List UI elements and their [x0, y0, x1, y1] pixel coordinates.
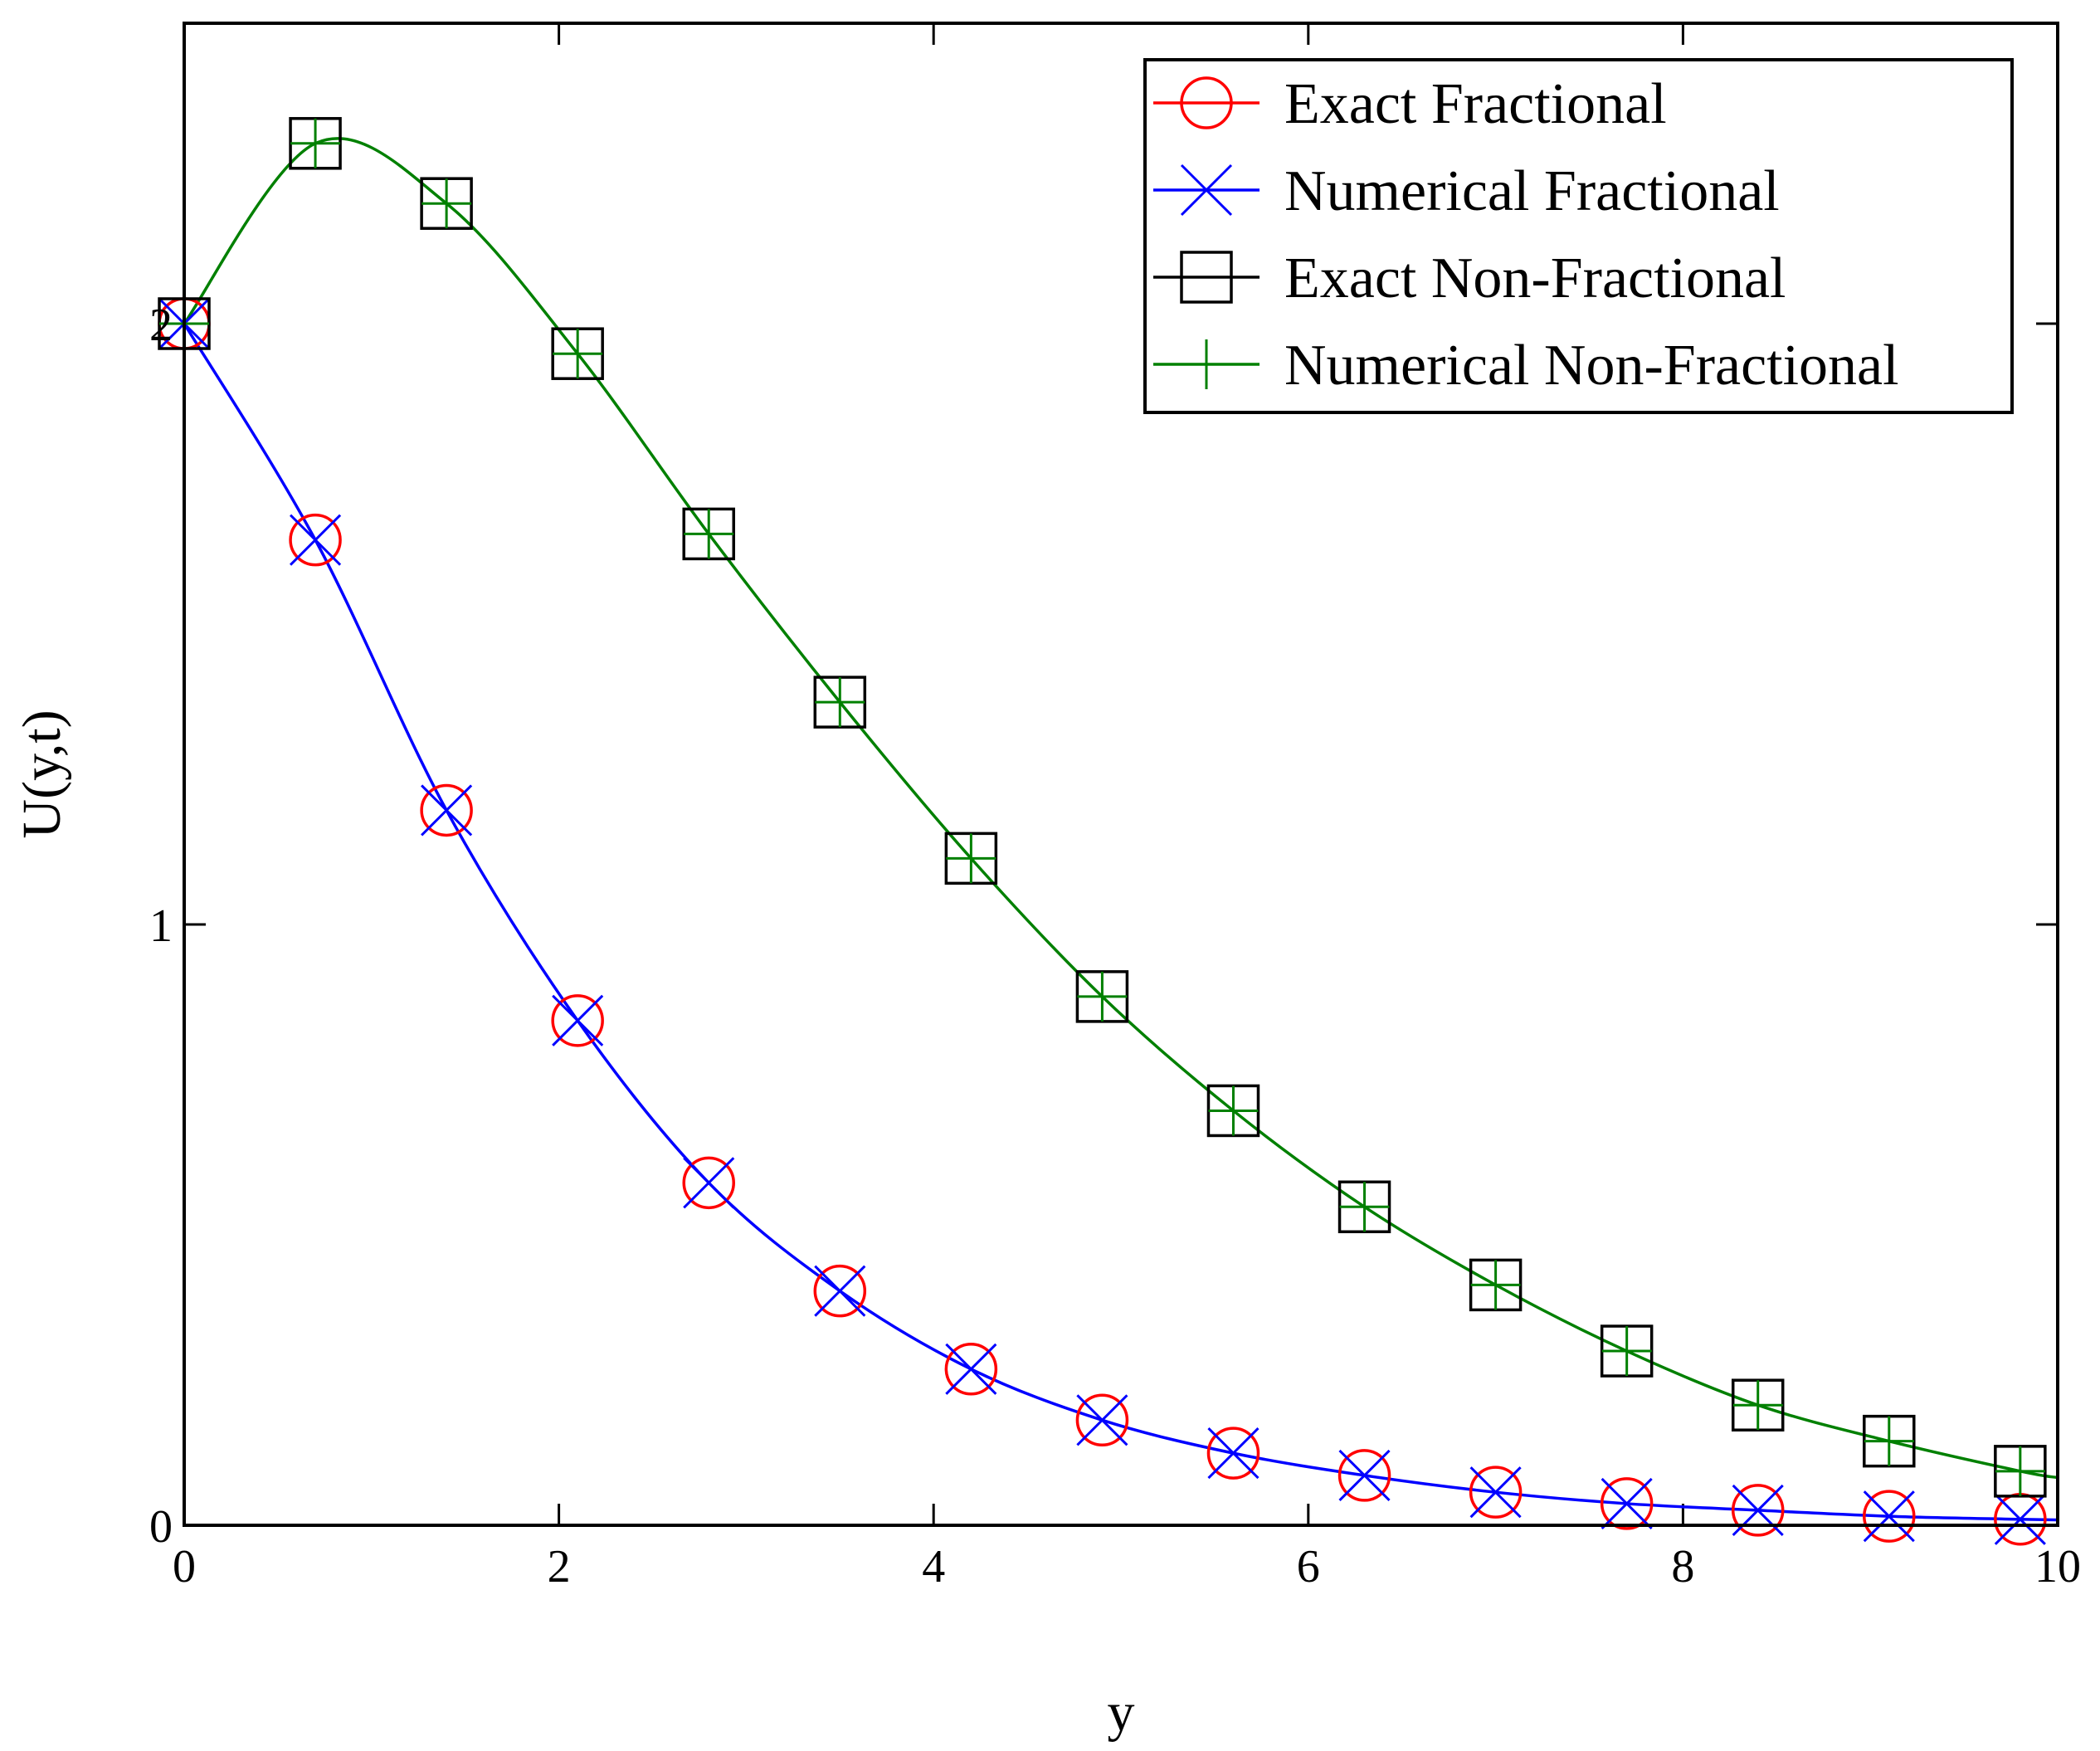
- data-point-plus: [290, 118, 341, 168]
- x-marker-stroke: [1863, 1490, 1915, 1543]
- data-point-plus: [553, 329, 603, 379]
- data-point-x: [1338, 1449, 1391, 1501]
- x-marker-stroke: [1338, 1449, 1391, 1501]
- y-tick-label: 2: [149, 300, 173, 351]
- data-point-x: [1076, 1394, 1128, 1446]
- x-marker-stroke: [1207, 1427, 1260, 1480]
- data-point-x: [814, 1265, 866, 1317]
- data-point-plus: [946, 833, 996, 884]
- data-point-plus: [1208, 1085, 1259, 1136]
- data-point-plus: [684, 509, 734, 559]
- x-marker-stroke: [1180, 163, 1233, 217]
- legend-label: Exact Non-Fractional: [1284, 246, 1786, 310]
- x-marker-stroke: [1076, 1394, 1128, 1446]
- x-marker-stroke: [945, 1343, 997, 1395]
- data-point-x: [289, 514, 342, 566]
- legend: Exact Fractional Numerical Fractional Exac…: [1143, 58, 2014, 414]
- data-point-x: [1469, 1466, 1522, 1519]
- data-point-circle: [1731, 1484, 1785, 1537]
- data-point-circle: [1600, 1477, 1654, 1530]
- x-tick-label: 2: [548, 1541, 571, 1592]
- data-point-x: [1601, 1477, 1653, 1529]
- x-tick-label: 10: [2034, 1541, 2081, 1592]
- x-tick-label: 4: [922, 1541, 945, 1592]
- x-marker-stroke: [683, 1157, 735, 1209]
- data-point-circle: [289, 513, 342, 567]
- data-point-x: [1994, 1493, 2046, 1545]
- y-axis-title: U(y,t): [12, 710, 72, 838]
- data-point-plus: [1864, 1416, 1914, 1466]
- data-point-plus: [815, 677, 865, 728]
- legend-marker-plus: [1182, 339, 1231, 389]
- data-point-circle: [1075, 1393, 1129, 1447]
- legend-marker-square: [1180, 251, 1233, 304]
- y-tick-label: 0: [149, 1501, 173, 1553]
- data-point-circle: [1337, 1449, 1391, 1502]
- data-point-circle: [1206, 1427, 1260, 1480]
- data-point-plus: [1077, 971, 1128, 1022]
- x-tick-label: 8: [1671, 1541, 1694, 1592]
- data-point-plus: [1601, 1326, 1652, 1377]
- data-point-plus: [421, 178, 472, 229]
- series-line-3: [183, 137, 2059, 1480]
- legend-label: Numerical Non-Fractional: [1284, 334, 1899, 398]
- data-point-circle: [682, 1156, 735, 1210]
- data-point-circle: [1863, 1490, 1916, 1543]
- legend-label: Exact Fractional: [1284, 72, 1667, 136]
- legend-label: Numerical Fractional: [1284, 159, 1780, 223]
- data-point-x: [945, 1343, 997, 1395]
- x-tick-label: 6: [1297, 1541, 1320, 1592]
- y-tick-label: 1: [149, 900, 173, 952]
- x-tick-label: 0: [173, 1541, 196, 1592]
- x-marker-stroke: [1469, 1466, 1522, 1519]
- data-point-plus: [1339, 1182, 1390, 1232]
- x-marker-stroke: [1994, 1493, 2046, 1545]
- legend-box: [1143, 58, 2014, 414]
- data-point-circle: [1469, 1466, 1523, 1519]
- x-axis-title: y: [1108, 1682, 1135, 1743]
- plot-frame: [183, 22, 2059, 1527]
- series-markers-layer: [158, 117, 2047, 1546]
- x-marker-stroke: [289, 514, 342, 566]
- legend-marker-circle: [1180, 76, 1233, 129]
- data-point-plus: [1732, 1380, 1783, 1431]
- data-point-circle: [420, 783, 473, 837]
- data-point-plus: [1470, 1260, 1521, 1310]
- data-point-x: [552, 994, 604, 1046]
- x-marker-stroke: [421, 784, 473, 836]
- data-point-plus: [1995, 1446, 2045, 1496]
- data-point-circle: [813, 1264, 867, 1318]
- x-marker-stroke: [1601, 1477, 1653, 1529]
- legend-marker-x: [1180, 163, 1233, 217]
- x-marker-stroke: [814, 1265, 866, 1317]
- data-point-circle: [551, 994, 604, 1047]
- data-point-x: [1207, 1427, 1260, 1480]
- tick-labels-layer: 0 2 4 6 8 10 0 1 2: [149, 300, 2081, 1592]
- data-point-x: [683, 1157, 735, 1209]
- x-marker-stroke: [552, 994, 604, 1046]
- data-point-x: [1863, 1490, 1915, 1543]
- data-point-x: [421, 784, 473, 836]
- data-point-circle: [944, 1343, 998, 1396]
